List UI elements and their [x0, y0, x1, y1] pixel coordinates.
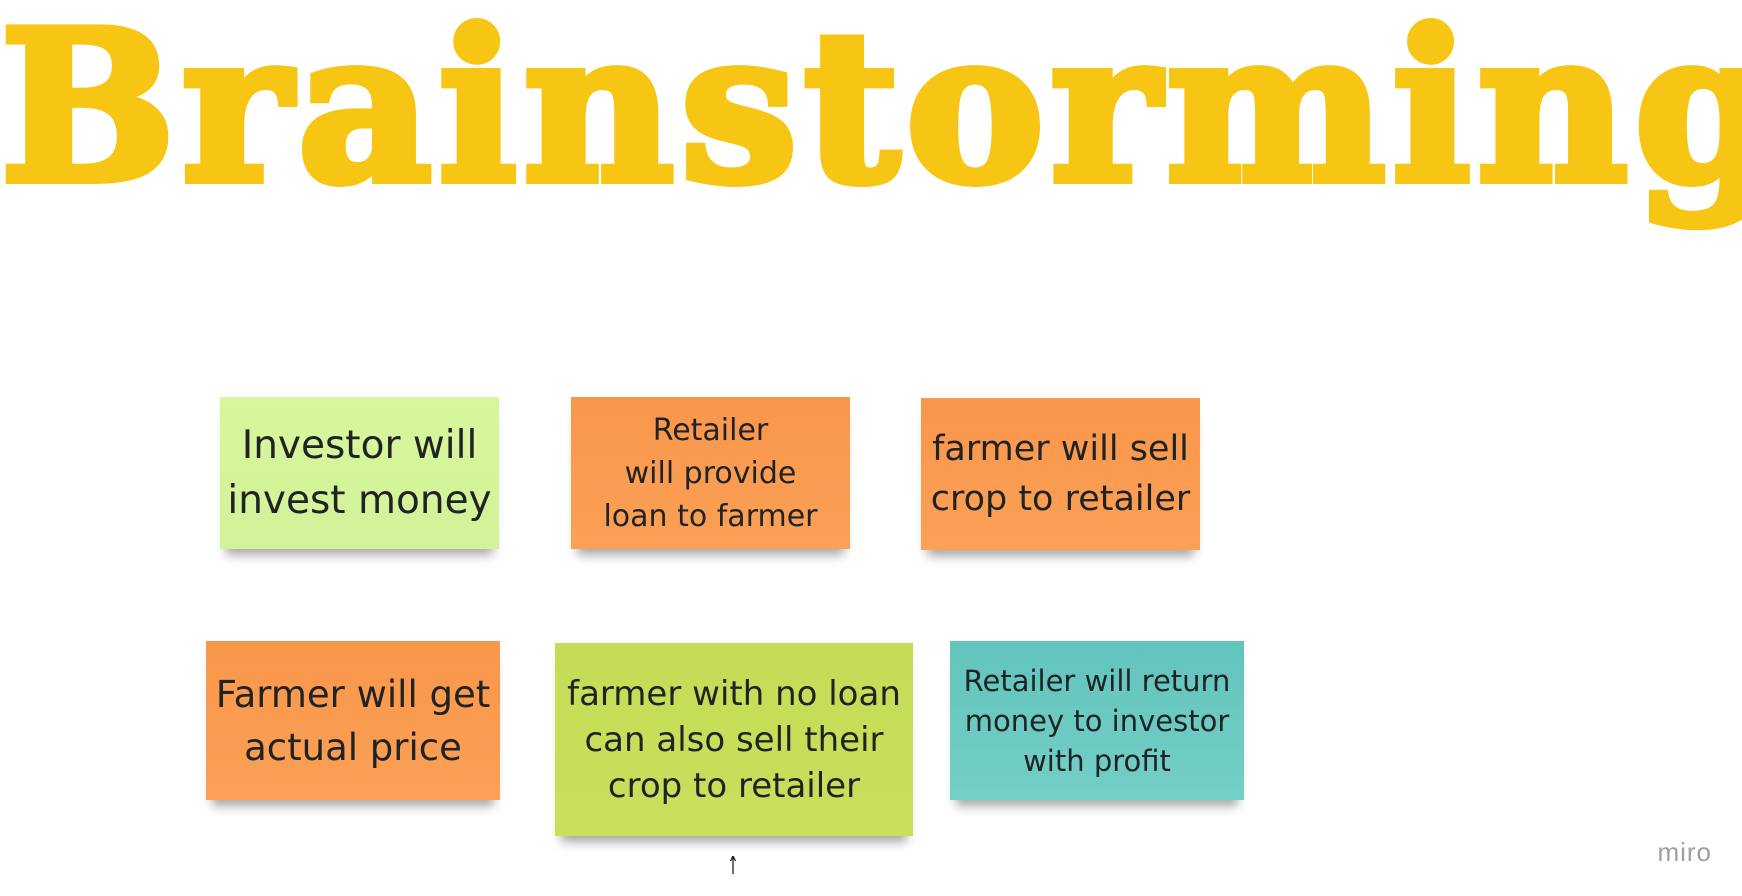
- sticky-note-text: farmer will sell crop to retailer: [930, 429, 1191, 519]
- sticky-note-text: farmer with no loan can also sell their …: [567, 673, 901, 806]
- sticky-note-farmer-price[interactable]: Farmer will get actual price: [206, 641, 500, 800]
- board-title: Brainstorming: [0, 0, 1742, 230]
- sticky-note-farmer-sell[interactable]: farmer will sell crop to retailer: [921, 398, 1200, 550]
- sticky-note-investor[interactable]: Investor will invest money: [220, 397, 499, 549]
- sticky-note-text: Retailer will return money to investor w…: [963, 663, 1231, 778]
- sticky-note-retailer-return[interactable]: Retailer will return money to investor w…: [950, 641, 1244, 800]
- sticky-note-text: Retailer will provide loan to farmer: [603, 412, 818, 534]
- miro-logo: miro: [1657, 837, 1712, 867]
- sticky-note-text: Farmer will get actual price: [215, 672, 491, 769]
- sticky-note-text: Investor will invest money: [227, 423, 492, 523]
- sticky-note-retailer-loan[interactable]: Retailer will provide loan to farmer: [571, 397, 850, 549]
- mouse-cursor-icon: [729, 856, 737, 874]
- sticky-note-no-loan-farmer[interactable]: farmer with no loan can also sell their …: [555, 643, 913, 836]
